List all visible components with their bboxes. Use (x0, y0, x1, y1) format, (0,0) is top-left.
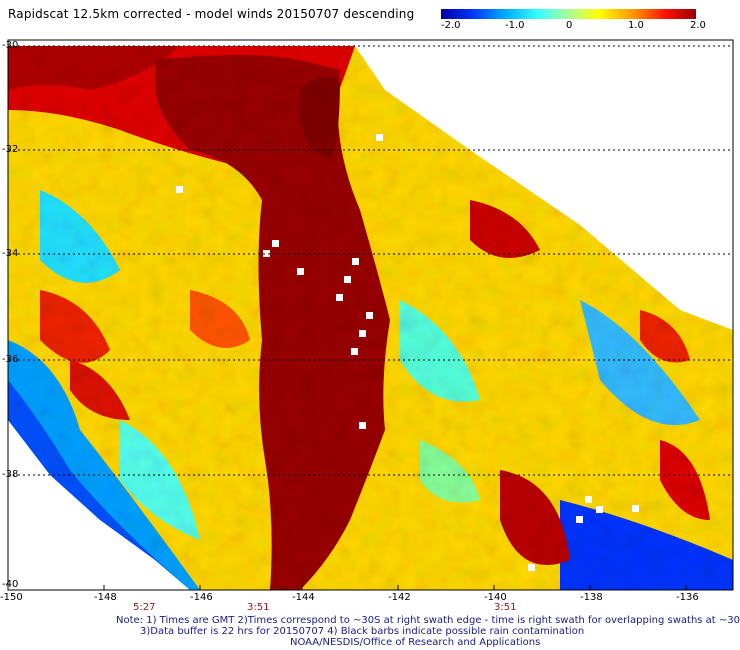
lon-tick-label: -146 (190, 592, 213, 603)
lat-tick-label: -32 (2, 144, 19, 155)
note-line-1: Note: 1) Times are GMT 2)Times correspon… (116, 615, 740, 626)
lon-tick-label: -150 (0, 592, 23, 603)
pass-time-label: 3:51 (494, 602, 517, 613)
note-line-3: NOAA/NESDIS/Office of Research and Appli… (290, 637, 541, 648)
colorbar-tick-label: 0 (566, 20, 573, 31)
colorbar (441, 9, 696, 19)
lon-tick-label: -136 (676, 592, 699, 603)
colorbar-tick-label: -1.0 (505, 20, 525, 31)
lat-tick-label: -30 (2, 40, 19, 51)
grid-lines (8, 45, 733, 476)
plot-frame (7, 39, 734, 591)
colorbar-tick-label: 2.0 (690, 20, 706, 31)
lon-tick-label: -138 (580, 592, 603, 603)
lat-tick-label: -38 (2, 469, 19, 480)
lat-tick-label: -36 (2, 354, 19, 365)
lat-tick-label: -34 (2, 248, 19, 259)
pass-time-label: 3:51 (247, 602, 270, 613)
colorbar-tick-label: -2.0 (441, 20, 461, 31)
lon-tick-label: -142 (388, 592, 411, 603)
lon-tick-label: -144 (292, 592, 315, 603)
lon-tick-label: -148 (94, 592, 117, 603)
note-line-2: 3)Data buffer is 22 hrs for 20150707 4) … (140, 626, 585, 637)
x-axis-ticks (7, 585, 687, 590)
colorbar-tick-label: 1.0 (628, 20, 644, 31)
lon-tick-label: -140 (484, 592, 507, 603)
swath-data (8, 46, 733, 590)
lat-tick-label: -40 (2, 579, 19, 590)
pass-time-label: 5:27 (133, 602, 156, 613)
map-title: Rapidscat 12.5km corrected - model winds… (8, 7, 415, 21)
